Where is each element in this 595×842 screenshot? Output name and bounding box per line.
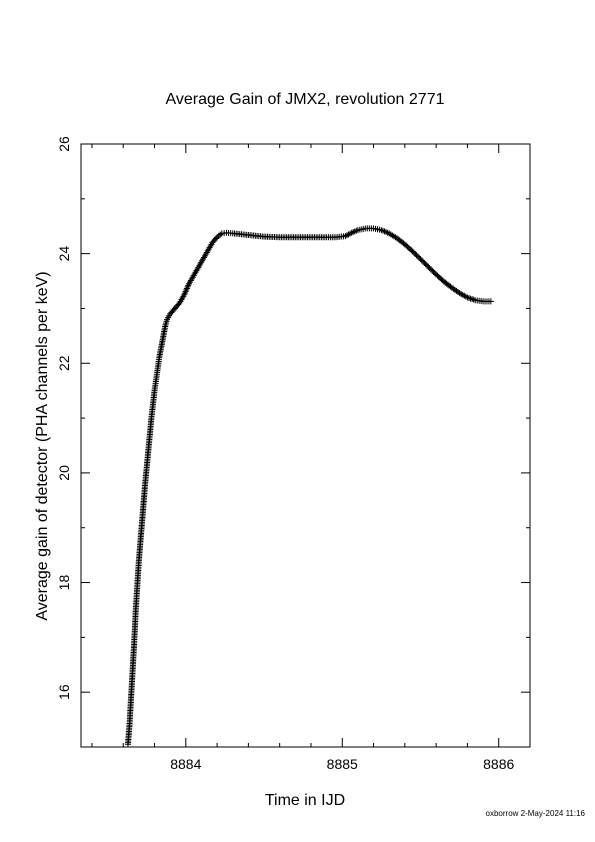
- chart-title: Average Gain of JMX2, revolution 2771: [166, 91, 445, 108]
- x-axis-label: Time in IJD: [265, 792, 345, 809]
- y-tick-label: 26: [56, 136, 72, 152]
- y-tick-label: 20: [56, 465, 72, 481]
- data-point: [426, 265, 433, 272]
- plot-frame: [80, 143, 531, 748]
- data-point: [417, 256, 424, 263]
- x-tick-label: 8884: [170, 756, 201, 772]
- data-point: [421, 259, 428, 266]
- y-tick-label: 22: [56, 355, 72, 371]
- data-point: [425, 263, 432, 270]
- y-tick-label: 24: [56, 246, 72, 262]
- data-point: [414, 253, 421, 260]
- y-tick-label: 18: [56, 575, 72, 591]
- data-point: [422, 261, 429, 268]
- data-point: [416, 254, 423, 261]
- timestamp-footer: oxborrow 2-May-2024 11:16: [485, 809, 585, 818]
- data-point: [412, 251, 419, 258]
- x-tick-label: 8886: [483, 756, 514, 772]
- x-tick-label: 8885: [327, 756, 358, 772]
- data-point: [175, 301, 182, 308]
- data-points: [124, 225, 494, 748]
- data-point: [487, 298, 494, 305]
- data-point: [212, 235, 219, 242]
- data-point: [420, 258, 427, 265]
- data-point: [413, 252, 420, 259]
- y-axis-label: Average gain of detector (PHA channels p…: [34, 271, 51, 620]
- data-point: [409, 248, 416, 255]
- data-point: [429, 267, 436, 274]
- axis-ticks: [81, 143, 530, 748]
- data-point: [424, 262, 431, 269]
- data-point: [410, 249, 417, 256]
- data-point: [427, 266, 434, 273]
- tick-labels: 8884 8885 8886 16 18 20 22 24 26: [56, 136, 514, 772]
- y-tick-label: 16: [56, 684, 72, 700]
- data-point: [430, 268, 437, 275]
- data-point: [418, 257, 425, 264]
